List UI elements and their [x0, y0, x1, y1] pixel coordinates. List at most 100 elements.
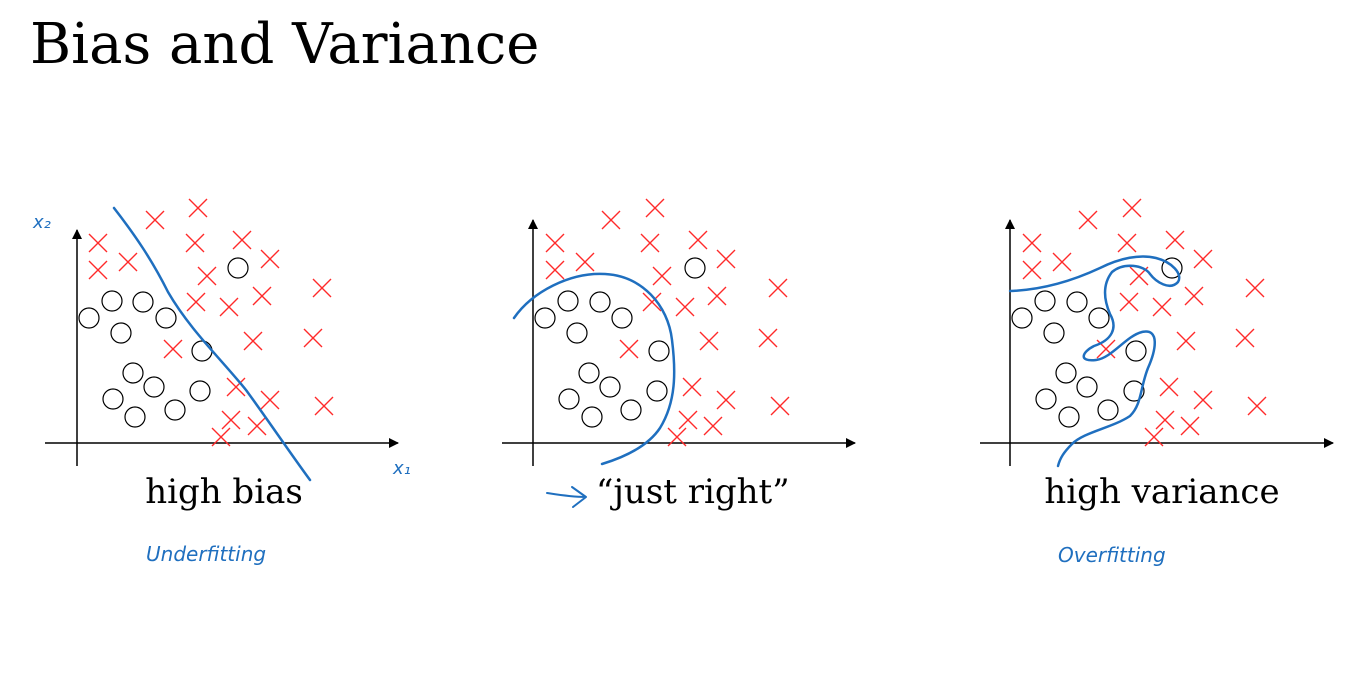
cross-marker — [211, 427, 231, 447]
circle-marker — [102, 388, 124, 410]
circle-marker — [558, 388, 580, 410]
class-crosses — [545, 198, 790, 447]
circle-marker — [648, 340, 670, 362]
decision-boundary — [512, 272, 676, 466]
cross-marker — [118, 252, 138, 272]
cross-marker — [545, 233, 565, 253]
circle-marker — [1125, 340, 1147, 362]
circle-marker — [1011, 307, 1033, 329]
cross-marker — [219, 297, 239, 317]
cross-marker — [640, 233, 660, 253]
arrow-icon — [546, 486, 587, 508]
panel-high-variance: high variance Overfitting — [980, 198, 1334, 567]
cross-marker — [682, 377, 702, 397]
cross-marker — [1155, 410, 1175, 430]
cross-marker — [667, 427, 687, 447]
circle-marker — [1058, 406, 1080, 428]
cross-marker — [1159, 377, 1179, 397]
cross-marker — [232, 230, 252, 250]
cross-marker — [758, 328, 778, 348]
circle-marker — [557, 290, 579, 312]
circle-marker — [1161, 257, 1183, 279]
cross-marker — [645, 198, 665, 218]
cross-marker — [1052, 252, 1072, 272]
circle-marker — [1055, 362, 1077, 384]
circle-marker — [122, 362, 144, 384]
cross-marker — [88, 260, 108, 280]
circle-marker — [1066, 291, 1088, 313]
cross-marker — [688, 230, 708, 250]
circle-marker — [599, 376, 621, 398]
cross-marker — [1022, 260, 1042, 280]
circle-marker — [1035, 388, 1057, 410]
circle-marker — [1097, 399, 1119, 421]
class-circles — [1011, 257, 1183, 428]
class-circles — [534, 257, 706, 428]
circle-marker — [646, 380, 668, 402]
cross-marker — [1193, 249, 1213, 269]
circle-marker — [191, 340, 213, 362]
cross-marker — [678, 410, 698, 430]
cross-marker — [163, 339, 183, 359]
annotation-underfitting: Underfitting — [146, 542, 266, 566]
cross-marker — [260, 249, 280, 269]
cross-marker — [188, 198, 208, 218]
cross-marker — [186, 292, 206, 312]
cross-marker — [619, 339, 639, 359]
circle-marker — [1076, 376, 1098, 398]
circle-marker — [143, 376, 165, 398]
cross-marker — [1245, 278, 1265, 298]
x1-axis-label: x₁ — [392, 458, 411, 479]
cross-marker — [575, 252, 595, 272]
cross-marker — [652, 266, 672, 286]
circle-marker — [1043, 322, 1065, 344]
cross-marker — [716, 249, 736, 269]
cross-marker — [707, 286, 727, 306]
circle-marker — [164, 399, 186, 421]
circle-marker — [124, 406, 146, 428]
x2-label-text: x₂ — [32, 212, 51, 233]
cross-marker — [1122, 198, 1142, 218]
cross-marker — [1078, 210, 1098, 230]
circle-marker — [155, 307, 177, 329]
circle-marker — [1088, 307, 1110, 329]
class-circles — [78, 257, 249, 428]
cross-marker — [221, 410, 241, 430]
cross-marker — [1193, 390, 1213, 410]
circle-marker — [620, 399, 642, 421]
cross-marker — [1117, 233, 1137, 253]
cross-marker — [145, 210, 165, 230]
cross-marker — [88, 233, 108, 253]
axes — [502, 219, 856, 466]
panel-label: “just right” — [596, 472, 790, 512]
axes — [980, 219, 1334, 466]
cross-marker — [1165, 230, 1185, 250]
circle-marker — [578, 362, 600, 384]
annotation-overfitting: Overfitting — [1058, 543, 1166, 567]
axes — [45, 229, 399, 466]
cross-marker — [314, 396, 334, 416]
cross-marker — [770, 396, 790, 416]
slide-title: Bias and Variance — [30, 12, 540, 77]
cross-marker — [252, 286, 272, 306]
cross-marker — [1247, 396, 1267, 416]
cross-marker — [247, 416, 267, 436]
circle-marker — [534, 307, 556, 329]
circle-marker — [110, 322, 132, 344]
cross-marker — [703, 416, 723, 436]
panel-label: high variance — [1044, 472, 1279, 512]
cross-marker — [716, 390, 736, 410]
cross-marker — [226, 377, 246, 397]
cross-marker — [1144, 427, 1164, 447]
decision-boundary — [1008, 255, 1181, 468]
cross-marker — [1119, 292, 1139, 312]
cross-marker — [601, 210, 621, 230]
cross-marker — [1235, 328, 1255, 348]
cross-marker — [1180, 416, 1200, 436]
circle-marker — [684, 257, 706, 279]
circle-marker — [132, 291, 154, 313]
cross-marker — [642, 292, 662, 312]
cross-marker — [1022, 233, 1042, 253]
decision-boundary — [112, 206, 312, 482]
